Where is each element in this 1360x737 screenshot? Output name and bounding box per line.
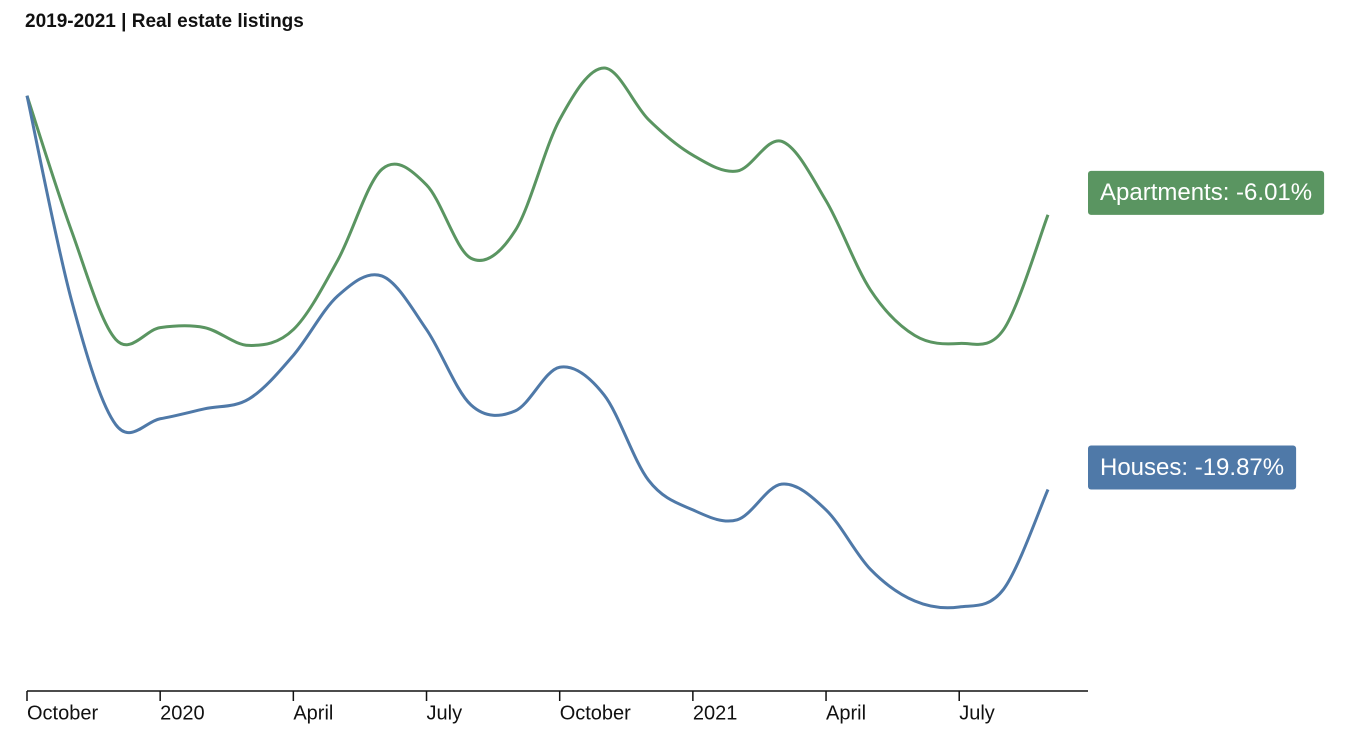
x-tick-label: April xyxy=(826,702,866,724)
x-tick-label: April xyxy=(293,702,333,724)
x-tick-label: July xyxy=(427,702,463,724)
x-tick-label: 2021 xyxy=(693,702,738,724)
x-tick-label: July xyxy=(959,702,995,724)
x-tick-label: October xyxy=(27,702,98,724)
chart-title: 2019-2021 | Real estate listings xyxy=(25,11,304,32)
end-label-group: Houses: -19.87% xyxy=(1088,445,1297,490)
end-label-box xyxy=(1088,445,1297,490)
x-tick-label: October xyxy=(560,702,631,724)
x-tick-label: 2020 xyxy=(160,702,205,724)
end-label: Apartments: -6.01% xyxy=(1100,179,1312,206)
end-label: Houses: -19.87% xyxy=(1100,454,1284,481)
end-label-box xyxy=(1088,170,1325,215)
series-line xyxy=(25,66,1050,347)
series-line xyxy=(25,95,1050,610)
end-label-group: Apartments: -6.01% xyxy=(1088,170,1325,215)
